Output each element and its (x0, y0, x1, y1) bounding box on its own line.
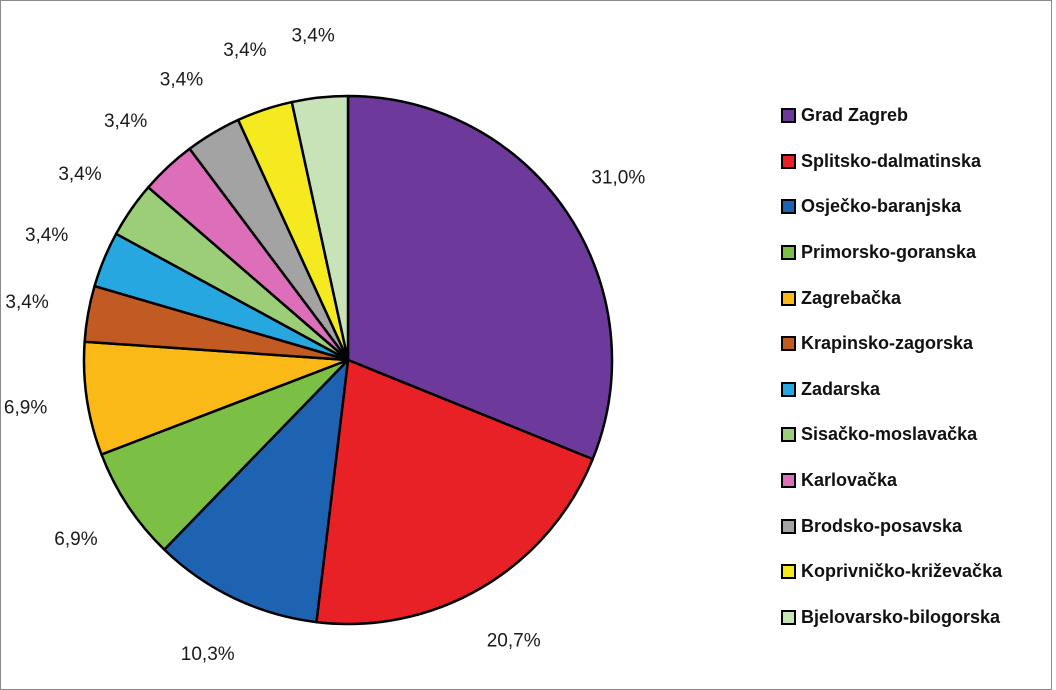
data-label-primorsko-goranska: 6,9% (54, 529, 97, 550)
pie-slice-bjelovarsko-bilogorska (290, 94, 350, 362)
legend-label: Koprivničko-križevačka (801, 561, 1003, 582)
pie-slice-primorsko-goranska (100, 358, 350, 551)
legend-item-sisacko-moslavacka: Sisačko-moslavačka (781, 412, 1053, 458)
legend-label: Karlovačka (801, 470, 898, 491)
legend-swatch (781, 153, 796, 169)
legend-swatch (781, 245, 796, 261)
legend-label: Splitsko-dalmatinska (801, 150, 982, 171)
pie-slice-splitsko-dalmatinska (315, 358, 594, 626)
legend-swatch (781, 518, 796, 534)
legend-item-brodsko-posavska: Brodsko-posavska (781, 503, 1053, 549)
legend-item-zagrebacka: Zagrebačka (781, 275, 1053, 321)
data-label-grad-zagreb: 31,0% (591, 167, 645, 188)
legend-label: Grad Zagreb (801, 105, 909, 126)
legend-swatch (781, 199, 796, 215)
legend-swatch (781, 564, 796, 580)
legend-item-grad-zagreb: Grad Zagreb (781, 93, 1053, 139)
legend-item-karlovacka: Karlovačka (781, 458, 1053, 504)
legend-swatch (781, 427, 796, 443)
pie-slice-zagrebacka (82, 340, 350, 456)
legend-swatch (781, 473, 796, 489)
legend-label: Zagrebačka (801, 287, 902, 308)
legend-label: Bjelovarsko-bilogorska (801, 606, 1001, 627)
data-label-zagrebacka: 6,9% (4, 398, 47, 419)
legend-item-splitsko-dalmatinska: Splitsko-dalmatinska (781, 139, 1053, 185)
data-label-brodsko-posavska: 3,4% (160, 69, 203, 90)
legend-item-bjelovarsko-bilogorska: Bjelovarsko-bilogorska (781, 595, 1053, 641)
legend-label: Primorsko-goranska (801, 242, 977, 263)
legend-swatch (781, 381, 796, 397)
legend-label: Osječko-baranjska (801, 196, 962, 217)
data-label-koprivnicko-krizevacka: 3,4% (223, 40, 266, 61)
legend-label: Krapinsko-zagorska (801, 333, 974, 354)
pie-slice-osjecko-baranjska (163, 358, 350, 624)
data-label-krapinsko-zagorska: 3,4% (5, 292, 48, 313)
legend-label: Brodsko-posavska (801, 515, 963, 536)
legend-item-primorsko-goranska: Primorsko-goranska (781, 230, 1053, 276)
data-label-karlovacka: 3,4% (104, 111, 147, 132)
legend-label: Sisačko-moslavačka (801, 424, 978, 445)
legend-label: Zadarska (801, 378, 881, 399)
data-label-osjecko-baranjska: 10,3% (181, 644, 235, 665)
legend-item-zadarska: Zadarska (781, 367, 1053, 413)
legend-item-krapinsko-zagorska: Krapinsko-zagorska (781, 321, 1053, 367)
legend-swatch (781, 336, 796, 352)
chart-legend: Grad Zagreb Splitsko-dalmatinska Osječko-b… (781, 93, 1053, 640)
pie-slices (82, 94, 614, 626)
pie-data-labels: 31,0% 20,7% 10,3% 6,9% 6,9% 3,4% 3,4% 3,4% 3,4% 3… (4, 25, 645, 664)
legend-swatch (781, 290, 796, 306)
legend-swatch (781, 609, 796, 625)
data-label-zadarska: 3,4% (25, 225, 68, 246)
legend-item-koprivnicko-krizevacka: Koprivničko-križevačka (781, 549, 1053, 595)
pie-slice-grad-zagreb (346, 94, 614, 461)
legend-item-osjecko-baranjska: Osječko-baranjska (781, 184, 1053, 230)
data-label-sisacko-moslavacka: 3,4% (58, 164, 101, 185)
data-label-splitsko-dalmatinska: 20,7% (487, 630, 541, 651)
data-label-bjelovarsko-bilogorska: 3,4% (291, 25, 334, 46)
legend-swatch (781, 108, 796, 124)
